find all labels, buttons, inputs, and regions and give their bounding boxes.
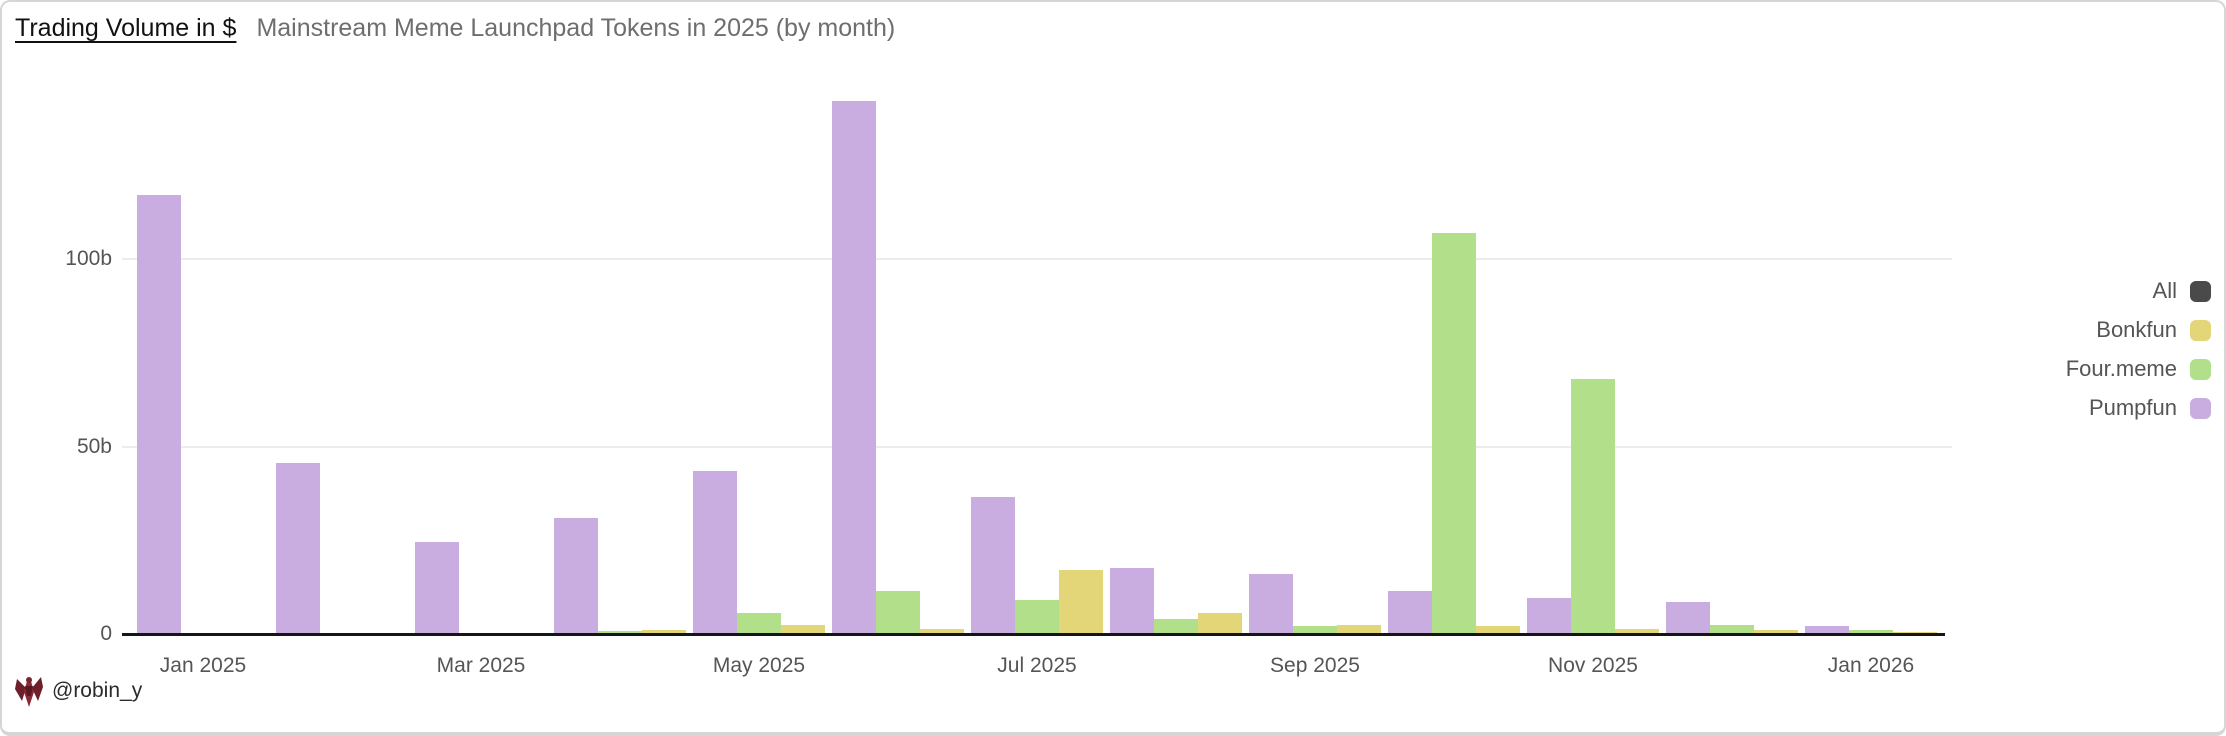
- x-axis-tick-jan-2026: Jan 2026: [1827, 654, 1915, 677]
- x-axis-tick-nov-2025: Nov 2025: [1548, 654, 1638, 677]
- legend-swatch-all: [2190, 280, 2211, 302]
- x-axis-tick-mar-2025: Mar 2025: [436, 654, 526, 677]
- footer: @robin_y: [15, 674, 142, 708]
- legend: All Bonkfun Four.meme Pumpfun: [1911, 2, 2211, 732]
- bar-four-meme-oct-2025[interactable]: [1432, 233, 1476, 634]
- y-axis-tick-50b: 50b: [76, 434, 112, 458]
- bar-four-meme-jan-2026[interactable]: [1849, 630, 1893, 634]
- bar-pumpfun-jul-2025[interactable]: [971, 497, 1015, 634]
- bar-pumpfun-oct-2025[interactable]: [1388, 591, 1432, 634]
- bar-pumpfun-jan-2025[interactable]: [137, 195, 181, 634]
- bar-pumpfun-sep-2025[interactable]: [1249, 574, 1293, 634]
- bar-four-meme-nov-2025[interactable]: [1571, 379, 1615, 634]
- x-axis-line: [122, 633, 1945, 636]
- legend-item-all[interactable]: All: [2153, 277, 2211, 305]
- chart-header: Trading Volume in $ Mainstream Meme Laun…: [15, 14, 895, 43]
- bar-pumpfun-apr-2025[interactable]: [554, 518, 598, 634]
- bar-four-meme-jun-2025[interactable]: [876, 591, 920, 634]
- x-axis-tick-sep-2025: Sep 2025: [1270, 654, 1360, 677]
- legend-label: All: [2152, 278, 2177, 303]
- legend-label: Four.meme: [2065, 356, 2177, 381]
- chart-subtitle: Mainstream Meme Launchpad Tokens in 2025…: [256, 14, 896, 42]
- bar-pumpfun-jan-2026[interactable]: [1805, 626, 1849, 634]
- bar-four-meme-apr-2025[interactable]: [598, 631, 642, 634]
- bar-bonkfun-may-2025[interactable]: [781, 625, 825, 634]
- bar-bonkfun-jun-2025[interactable]: [920, 629, 964, 634]
- bar-bonkfun-dec-2025[interactable]: [1754, 630, 1798, 634]
- bar-bonkfun-apr-2025[interactable]: [642, 630, 686, 634]
- gridline-100b: [122, 258, 1952, 260]
- gridline-50b: [122, 445, 1952, 448]
- legend-swatch-pumpfun: [2190, 397, 2211, 419]
- legend-label: Bonkfun: [2096, 317, 2177, 342]
- y-axis-tick-100b: 100b: [65, 247, 112, 270]
- bar-pumpfun-jun-2025[interactable]: [832, 101, 876, 634]
- legend-item-pumpfun[interactable]: Pumpfun: [2089, 394, 2211, 422]
- bar-bonkfun-jul-2025[interactable]: [1059, 570, 1103, 634]
- bar-pumpfun-may-2025[interactable]: [693, 471, 737, 634]
- bar-four-meme-jul-2025[interactable]: [1015, 600, 1059, 634]
- y-axis-tick-0: 0: [100, 622, 112, 645]
- author-handle: @robin_y: [52, 679, 143, 702]
- legend-swatch-four-meme: [2190, 358, 2211, 380]
- legend-swatch-bonkfun: [2190, 319, 2211, 341]
- bar-pumpfun-aug-2025[interactable]: [1110, 568, 1154, 634]
- bar-four-meme-sep-2025[interactable]: [1293, 626, 1337, 634]
- bar-pumpfun-nov-2025[interactable]: [1527, 598, 1571, 634]
- x-axis-tick-jan-2025: Jan 2025: [159, 654, 247, 677]
- legend-label: Pumpfun: [2088, 395, 2177, 420]
- x-axis-tick-jul-2025: Jul 2025: [997, 654, 1077, 677]
- winged-mech-logo-icon: [15, 677, 43, 707]
- bar-pumpfun-feb-2025[interactable]: [276, 463, 320, 634]
- bar-pumpfun-mar-2025[interactable]: [415, 542, 459, 634]
- bar-bonkfun-aug-2025[interactable]: [1198, 613, 1242, 634]
- bar-bonkfun-sep-2025[interactable]: [1337, 625, 1381, 634]
- legend-item-four-meme[interactable]: Four.meme: [2066, 355, 2211, 383]
- bar-four-meme-may-2025[interactable]: [737, 613, 781, 634]
- bar-bonkfun-oct-2025[interactable]: [1476, 626, 1520, 634]
- bar-four-meme-aug-2025[interactable]: [1154, 619, 1198, 634]
- bar-bonkfun-nov-2025[interactable]: [1615, 629, 1659, 634]
- x-axis-tick-may-2025: May 2025: [712, 654, 806, 677]
- legend-item-bonkfun[interactable]: Bonkfun: [2096, 316, 2211, 344]
- bar-four-meme-dec-2025[interactable]: [1710, 625, 1754, 634]
- chart-title: Trading Volume in $: [15, 14, 237, 42]
- bar-pumpfun-dec-2025[interactable]: [1666, 602, 1710, 634]
